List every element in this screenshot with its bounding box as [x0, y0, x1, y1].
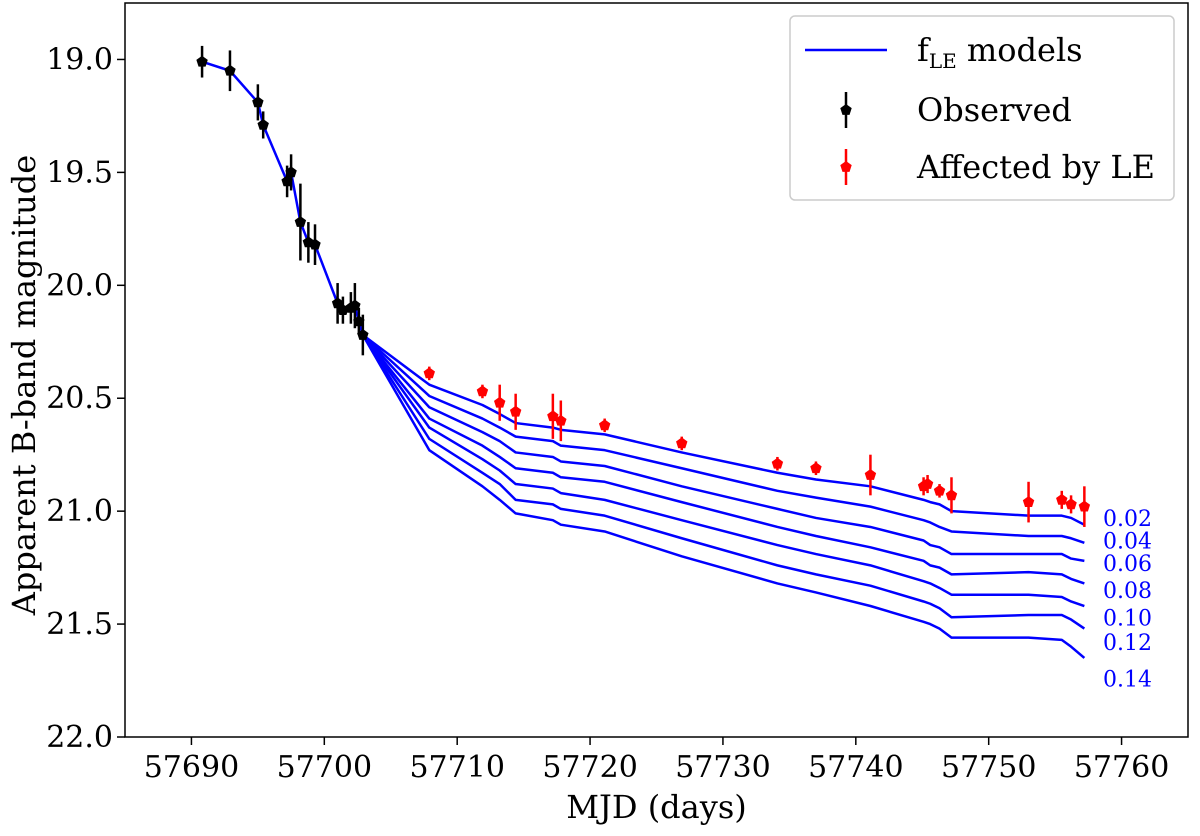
y-tick-label: 21.0 [46, 494, 113, 529]
observed-point [331, 297, 344, 309]
affected-point [1022, 496, 1035, 507]
model-line-0.02 [362, 333, 1085, 526]
model-label-0.14: 0.14 [1103, 667, 1152, 692]
affected-point [921, 478, 934, 489]
x-tick-label: 57730 [675, 750, 770, 785]
model-label-0.08: 0.08 [1103, 579, 1152, 604]
y-tick-label: 19.0 [46, 42, 113, 77]
y-axis-label: Apparent B-band magnitude [5, 155, 43, 616]
x-tick-label: 57750 [941, 750, 1036, 785]
model-line-0.10 [361, 334, 1085, 608]
model-label-0.12: 0.12 [1103, 631, 1152, 656]
model-line-0.08 [361, 334, 1085, 585]
observed-errorbars [196, 45, 369, 356]
legend-label-observed: Observed [917, 91, 1072, 129]
observed-point [224, 64, 236, 76]
legend: fLE models Observed Affected by LE [789, 15, 1175, 201]
y-tick-label: 21.5 [46, 607, 113, 642]
model-line-0.04 [362, 334, 1085, 544]
affected-point [1078, 500, 1091, 512]
affected-point [555, 414, 567, 426]
affected-point [423, 367, 435, 379]
model-lines [201, 60, 1086, 659]
x-tick-label: 57760 [1074, 750, 1169, 785]
affected-point [476, 385, 489, 397]
legend-label-rest: models [957, 31, 1083, 69]
model-line-0.12 [361, 334, 1086, 630]
observed-point [294, 216, 307, 227]
legend-label-models: fLE models [917, 31, 1083, 73]
affected-point [547, 410, 559, 422]
model-label-0.02: 0.02 [1103, 507, 1152, 532]
x-tick-label: 57710 [409, 750, 504, 785]
x-tick-label: 57690 [144, 750, 239, 785]
model-line-0.06 [361, 334, 1085, 563]
affected-point [1065, 498, 1077, 510]
affected-point [509, 405, 522, 417]
legend-label-main: f [917, 31, 931, 69]
x-axis-label: MJD (days) [566, 788, 746, 826]
observed-point [309, 238, 321, 250]
affected-point [864, 469, 877, 480]
affected-point [945, 489, 958, 501]
observed-point [357, 328, 369, 340]
x-tick-label: 57720 [542, 750, 637, 785]
model-line-0.14 [361, 334, 1086, 659]
x-tick-label: 57740 [808, 750, 903, 785]
affected-errorbars [423, 366, 1091, 527]
affected-point [1056, 493, 1068, 505]
observed-point [252, 96, 264, 108]
plot-frame [124, 2, 1189, 738]
y-tick-label: 22.0 [46, 720, 113, 755]
legend-label-subscript: LE [929, 49, 957, 73]
affected-point [598, 419, 611, 431]
model-labels: 0.020.040.060.080.100.12 0.14 [1103, 507, 1152, 692]
model-label-0.10: 0.10 [1103, 606, 1152, 631]
x-tick-label: 57700 [277, 750, 372, 785]
model-label-0.04: 0.04 [1103, 530, 1152, 555]
model-label-0.06: 0.06 [1103, 552, 1152, 577]
observed-point [257, 118, 269, 130]
legend-swatch-affected-marker [840, 161, 852, 172]
observed-point [349, 299, 361, 311]
legend-swatch-observed-marker [840, 104, 852, 115]
y-tick-label: 19.5 [46, 155, 113, 190]
affected-point [771, 457, 784, 469]
y-tick-label: 20.5 [46, 381, 113, 416]
observed-point [196, 55, 208, 67]
legend-box [789, 15, 1175, 201]
axes: 57690 57700 57710 57720 57730 57740 57750 57760… [5, 2, 1189, 826]
y-tick-label: 20.0 [46, 268, 113, 303]
affected-point [494, 396, 506, 408]
observed-point [285, 166, 297, 178]
affected-point [676, 437, 688, 449]
legend-label-affected: Affected by LE [916, 148, 1155, 186]
affected-point [810, 462, 822, 474]
affected-point [933, 484, 946, 496]
